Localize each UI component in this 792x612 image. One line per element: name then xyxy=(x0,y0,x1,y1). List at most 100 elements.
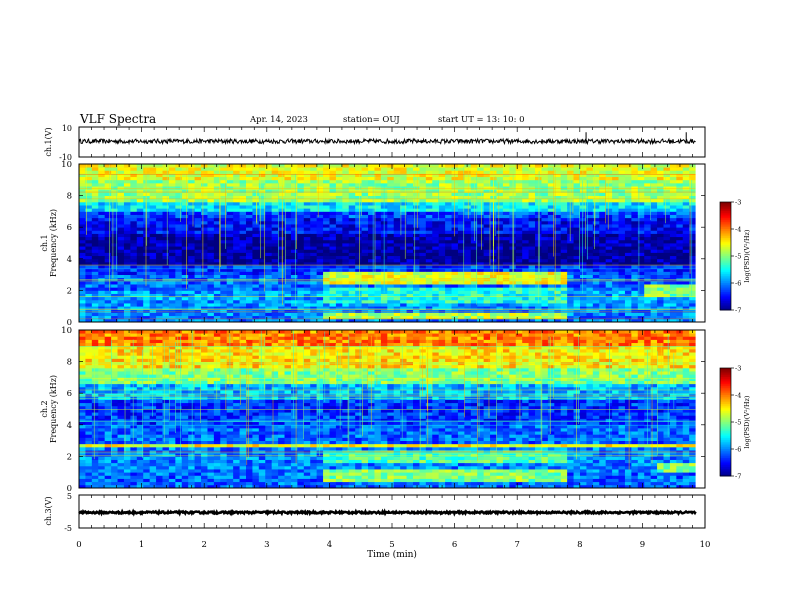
spectrogram-cell xyxy=(123,195,131,200)
spectrogram-cell xyxy=(682,189,690,193)
spectrogram-cell xyxy=(477,236,485,241)
spectrogram-cell xyxy=(342,239,350,244)
spectrogram-cell xyxy=(368,243,375,247)
spectrogram-cell xyxy=(451,201,459,206)
spectrogram-cell xyxy=(168,195,176,200)
spectrogram-cell xyxy=(554,261,562,266)
spectrogram-cell xyxy=(156,299,163,304)
spectrogram-cell xyxy=(612,261,619,266)
spectrogram-cell xyxy=(297,243,305,247)
spectrogram-cell xyxy=(265,217,273,222)
spectrogram-cell xyxy=(130,252,138,257)
spectrogram-cell xyxy=(188,239,196,244)
spectrogram-cell xyxy=(477,170,485,174)
spectrogram-cell xyxy=(368,236,375,241)
spectrogram-cell xyxy=(432,195,440,200)
spectrogram-cell xyxy=(136,271,144,275)
spectrogram-cell xyxy=(432,217,440,222)
spectrogram-cell xyxy=(284,258,292,263)
spectrogram-cell xyxy=(586,293,594,298)
spectrogram-cell xyxy=(348,296,356,301)
spectrogram-cell xyxy=(413,208,420,212)
spectrogram-cell xyxy=(682,315,690,320)
spectrogram-cell xyxy=(258,243,266,247)
spectrogram-cell xyxy=(599,214,607,219)
spectrogram-cell xyxy=(419,201,427,206)
spectrogram-cell xyxy=(361,164,369,168)
spectrogram-cell xyxy=(310,211,318,215)
spectrogram-cell xyxy=(233,246,240,250)
spectrogram-cell xyxy=(271,214,279,219)
spectrogram-cell xyxy=(85,176,93,181)
spectrogram-cell xyxy=(265,296,273,301)
spectrogram-cell xyxy=(425,249,433,253)
spectrogram-cell xyxy=(374,192,382,196)
spectrogram-cell xyxy=(290,205,298,209)
spectrogram-cell xyxy=(605,239,613,244)
spectrogram-cell xyxy=(278,227,285,231)
spectrogram-cell xyxy=(592,315,600,320)
spectrogram-cell xyxy=(213,201,221,206)
spectrogram-cell xyxy=(657,233,664,238)
spectrogram-cell xyxy=(207,271,215,275)
spectrogram-cell xyxy=(541,224,549,228)
spectrogram-cell xyxy=(213,217,221,222)
spectrogram-cell xyxy=(400,217,407,222)
spectrogram-cell xyxy=(541,192,549,196)
spectrogram-cell xyxy=(464,299,472,304)
spectrogram-cell xyxy=(168,211,176,215)
spectrogram-cell xyxy=(528,186,536,190)
spectrogram-cell xyxy=(233,318,240,323)
spectrogram-cell xyxy=(188,167,196,171)
spectrogram-cell xyxy=(156,176,163,181)
spectrogram-cell xyxy=(406,246,414,250)
spectrogram-cell xyxy=(258,230,266,234)
spectrogram-cell xyxy=(682,299,690,304)
spectrogram-cell xyxy=(201,246,208,250)
spectrogram-cell xyxy=(123,236,131,241)
spectrogram-cell xyxy=(239,284,247,288)
spectrogram-cell xyxy=(432,176,440,181)
spectrogram-cell xyxy=(567,318,574,323)
spectrogram-cell xyxy=(413,287,420,291)
spectrogram-cell xyxy=(329,318,337,323)
spectrogram-cell xyxy=(316,195,324,200)
spectrogram-cell xyxy=(117,318,125,323)
spectrogram-cell xyxy=(252,318,260,323)
spectrogram-cell xyxy=(246,280,253,285)
spectrogram-cell xyxy=(528,189,536,193)
spectrogram-cell xyxy=(271,258,279,263)
spectrogram-cell xyxy=(663,293,671,298)
spectrogram-cell xyxy=(297,233,305,238)
spectrogram-cell xyxy=(413,236,420,241)
spectrogram-cell xyxy=(258,211,266,215)
spectrogram-cell xyxy=(554,312,562,317)
spectrogram-cell xyxy=(425,255,433,260)
spectrogram-cell xyxy=(612,293,619,298)
spectrogram-cell xyxy=(284,287,292,291)
spectrogram-cell xyxy=(316,312,324,317)
spectrogram-cell xyxy=(676,258,684,263)
spectrogram-cell xyxy=(522,290,530,294)
spectrogram-cell xyxy=(162,214,170,219)
spectrogram-cell xyxy=(425,224,433,228)
spectrogram-cell xyxy=(663,170,671,174)
spectrogram-cell xyxy=(98,224,106,228)
spectrogram-cell xyxy=(368,227,375,231)
spectrogram-cell xyxy=(477,284,485,288)
spectrogram-cell xyxy=(400,296,407,301)
spectrogram-cell xyxy=(91,239,99,244)
spectrogram-cell xyxy=(290,265,298,269)
spectrogram-cell xyxy=(547,287,555,291)
spectrogram-cell xyxy=(387,214,395,219)
spectrogram-cell xyxy=(419,182,427,187)
spectrogram-cell xyxy=(220,261,228,266)
spectrogram-cell xyxy=(592,208,600,212)
spectrogram-cell xyxy=(104,271,112,275)
spectrogram-cell xyxy=(136,192,144,196)
spectrogram-cell xyxy=(181,227,189,231)
spectrogram-cell xyxy=(246,224,253,228)
spectrogram-cell xyxy=(387,303,395,307)
spectrogram-cell xyxy=(290,255,298,260)
spectrogram-cell xyxy=(387,287,395,291)
